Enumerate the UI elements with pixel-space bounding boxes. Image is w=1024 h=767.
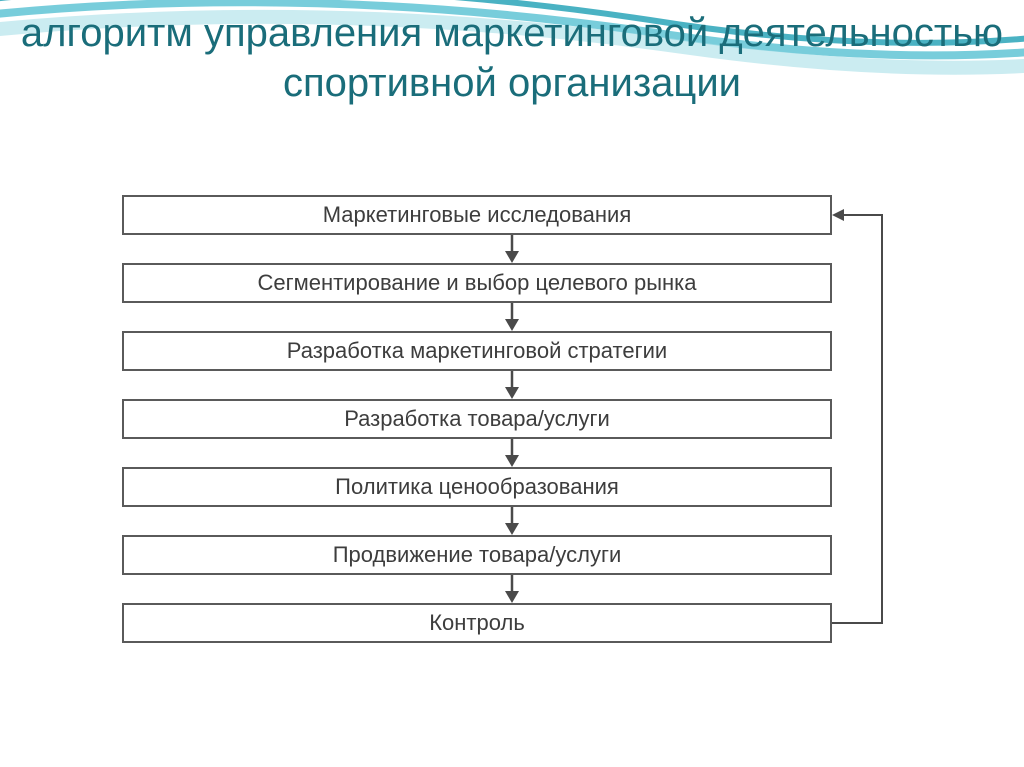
- flow-node-3: Разработка товара/услуги: [122, 399, 832, 439]
- flow-node-6: Контроль: [122, 603, 832, 643]
- flow-node-label: Контроль: [429, 610, 525, 636]
- slide-title: алгоритм управления маркетинговой деятел…: [0, 8, 1024, 108]
- flow-node-5: Продвижение товара/услуги: [122, 535, 832, 575]
- arrow-down-icon: [500, 439, 524, 467]
- flow-node-1: Сегментирование и выбор целевого рынка: [122, 263, 832, 303]
- flow-node-label: Продвижение товара/услуги: [333, 542, 622, 568]
- feedback-loop: [832, 195, 896, 633]
- arrow-down-icon: [500, 303, 524, 331]
- arrow-down-icon: [500, 235, 524, 263]
- arrow-down-icon: [500, 371, 524, 399]
- flow-node-label: Разработка товара/услуги: [344, 406, 610, 432]
- arrow-down-icon: [500, 507, 524, 535]
- flow-node-4: Политика ценообразования: [122, 467, 832, 507]
- flow-node-label: Разработка маркетинговой стратегии: [287, 338, 667, 364]
- flow-node-label: Маркетинговые исследования: [323, 202, 632, 228]
- flow-node-label: Политика ценообразования: [335, 474, 619, 500]
- arrow-down-icon: [500, 575, 524, 603]
- flow-node-2: Разработка маркетинговой стратегии: [122, 331, 832, 371]
- flow-node-0: Маркетинговые исследования: [122, 195, 832, 235]
- flow-node-label: Сегментирование и выбор целевого рынка: [257, 270, 696, 296]
- flowchart-container: Маркетинговые исследования Сегментирован…: [122, 195, 902, 643]
